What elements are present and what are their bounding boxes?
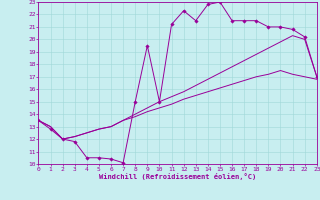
X-axis label: Windchill (Refroidissement éolien,°C): Windchill (Refroidissement éolien,°C) <box>99 173 256 180</box>
